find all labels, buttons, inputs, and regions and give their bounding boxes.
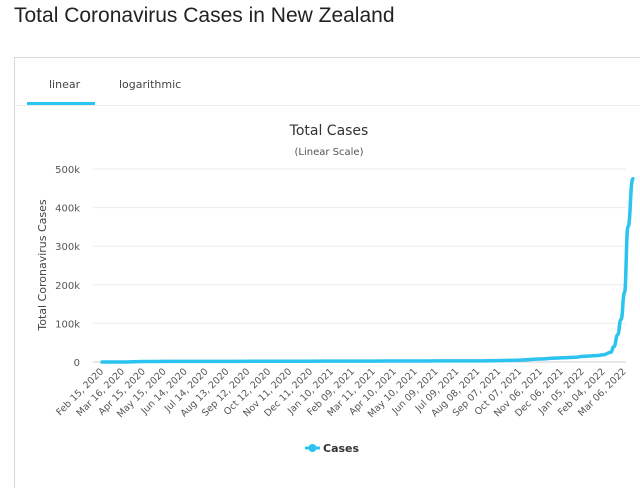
tab-logarithmic[interactable]: logarithmic — [119, 78, 182, 91]
series-line-cases[interactable] — [100, 176, 635, 364]
grid-layer — [93, 168, 626, 363]
y-tick-labels: 0 100k 200k 300k 400k 500k — [55, 165, 80, 369]
chart-title: Total Cases — [289, 123, 369, 139]
y-tick-label: 100k — [55, 319, 80, 330]
y-tick-label: 400k — [55, 204, 80, 215]
line-chart: Total Cases (Linear Scale) Total Coronav… — [36, 123, 635, 455]
y-tick-label: 300k — [55, 242, 80, 253]
y-tick-label: 200k — [55, 281, 80, 292]
chart-panel: linear logarithmic — [14, 57, 640, 488]
active-tab-indicator — [27, 102, 95, 105]
tab-linear[interactable]: linear — [49, 78, 81, 91]
chart-subtitle: (Linear Scale) — [295, 147, 364, 158]
y-axis-label: Total Coronavirus Cases — [36, 199, 49, 332]
y-tick-label: 500k — [55, 165, 80, 176]
page-title: Total Coronavirus Cases in New Zealand — [14, 4, 395, 27]
tab-divider — [15, 105, 640, 106]
y-tick-label: 0 — [74, 358, 80, 369]
series-layer — [100, 176, 635, 364]
legend-label: Cases — [323, 442, 360, 455]
legend-marker — [308, 444, 317, 452]
legend[interactable]: Cases — [305, 442, 360, 455]
